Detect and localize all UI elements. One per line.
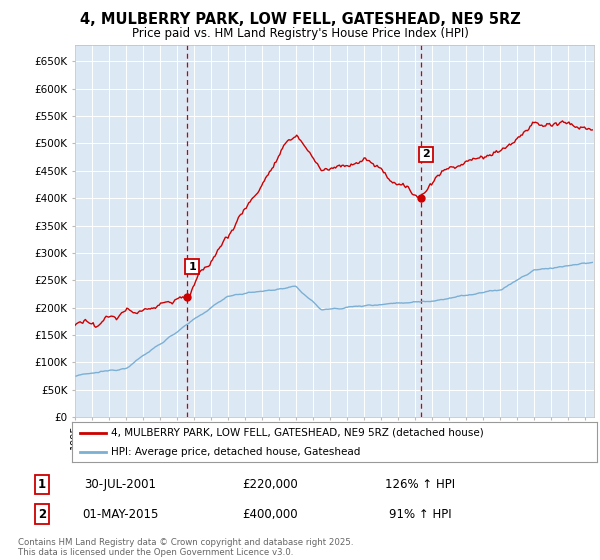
Text: 1: 1 bbox=[38, 478, 46, 491]
Text: 1: 1 bbox=[188, 262, 196, 272]
Text: 30-JUL-2001: 30-JUL-2001 bbox=[84, 478, 156, 491]
Text: Contains HM Land Registry data © Crown copyright and database right 2025.
This d: Contains HM Land Registry data © Crown c… bbox=[18, 538, 353, 557]
Text: HPI: Average price, detached house, Gateshead: HPI: Average price, detached house, Gate… bbox=[112, 447, 361, 457]
Text: 4, MULBERRY PARK, LOW FELL, GATESHEAD, NE9 5RZ: 4, MULBERRY PARK, LOW FELL, GATESHEAD, N… bbox=[80, 12, 520, 27]
Text: £400,000: £400,000 bbox=[242, 507, 298, 521]
Text: 01-MAY-2015: 01-MAY-2015 bbox=[82, 507, 158, 521]
Text: 2: 2 bbox=[38, 507, 46, 521]
Text: 126% ↑ HPI: 126% ↑ HPI bbox=[385, 478, 455, 491]
Text: £220,000: £220,000 bbox=[242, 478, 298, 491]
Text: Price paid vs. HM Land Registry's House Price Index (HPI): Price paid vs. HM Land Registry's House … bbox=[131, 27, 469, 40]
Text: 4, MULBERRY PARK, LOW FELL, GATESHEAD, NE9 5RZ (detached house): 4, MULBERRY PARK, LOW FELL, GATESHEAD, N… bbox=[112, 428, 484, 438]
Text: 2: 2 bbox=[422, 150, 430, 160]
Text: 91% ↑ HPI: 91% ↑ HPI bbox=[389, 507, 451, 521]
